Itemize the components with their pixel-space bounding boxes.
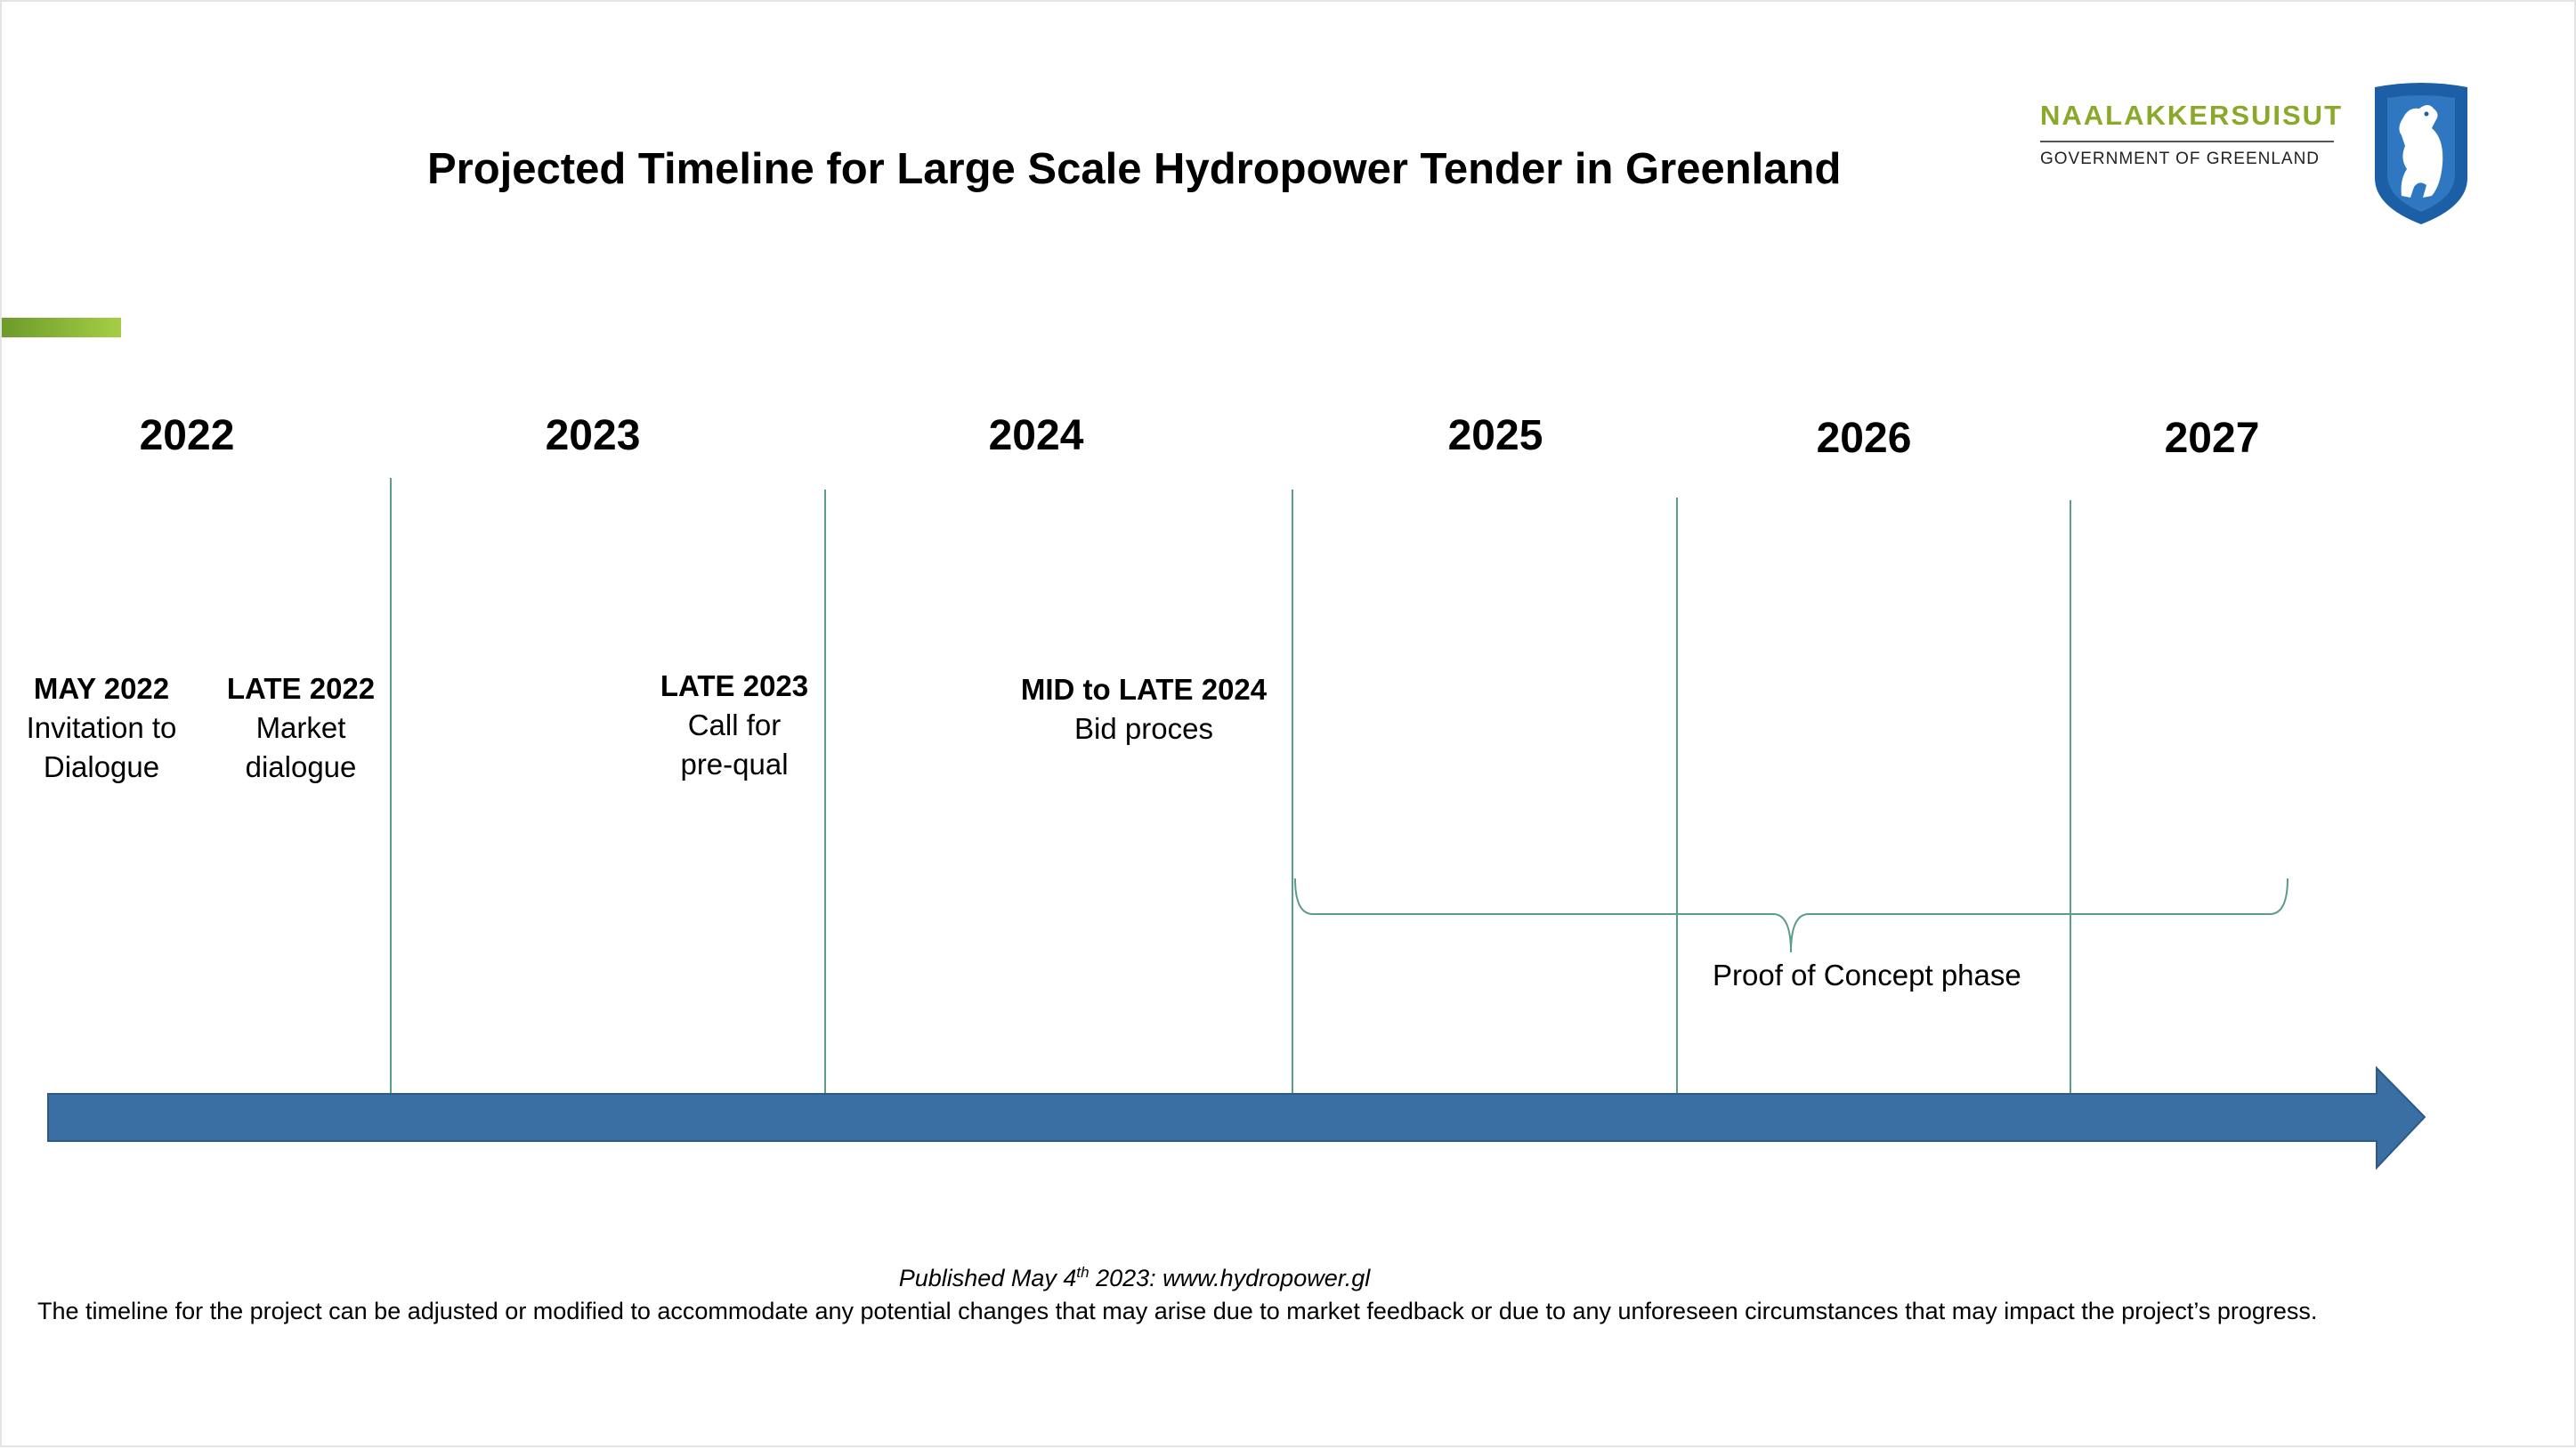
year-label: 2023: [545, 412, 641, 459]
year-label: 2022: [139, 412, 235, 459]
milestone-description: dialogue: [245, 750, 357, 783]
phase-brace: [1294, 878, 2288, 953]
logo-divider: [2040, 141, 2334, 142]
logo-name: NAALAKKERSUISUT: [2040, 100, 2343, 131]
government-logo: NAALAKKERSUISUT GOVERNMENT OF GREENLAND: [2040, 100, 2343, 169]
milestone: MID to LATE 2024 Bid proces: [1021, 670, 1267, 749]
milestone: LATE 2022 Market dialogue: [227, 669, 375, 787]
polar-bear-shield-icon: [2375, 83, 2467, 224]
published-prefix: Published May 4: [898, 1265, 1077, 1291]
published-suffix: 2023: www.hydropower.gl: [1089, 1265, 1371, 1291]
milestone-date: MID to LATE 2024: [1020, 673, 1268, 706]
milestone-description: Dialogue: [43, 750, 160, 783]
milestone-date: MAY 2022: [33, 672, 170, 705]
year-label: 2024: [988, 412, 1084, 459]
milestone-description: Bid proces: [1074, 712, 1213, 745]
year-label: 2025: [1447, 412, 1543, 459]
slide-title: Projected Timeline for Large Scale Hydro…: [427, 145, 1842, 193]
milestone-description: Call for: [687, 708, 782, 741]
published-note: Published May 4th 2023: www.hydropower.g…: [2, 1264, 2267, 1292]
milestone-date: LATE 2023: [660, 669, 809, 702]
milestone: LATE 2023 Call for pre-qual: [660, 667, 808, 784]
milestone-date: LATE 2022: [226, 672, 376, 705]
year-label: 2027: [2164, 415, 2260, 462]
year-label: 2026: [1816, 415, 1912, 462]
milestone-description: pre-qual: [680, 748, 789, 781]
logo-subtitle: GOVERNMENT OF GREENLAND: [2040, 150, 2321, 168]
milestone-description: Invitation to: [26, 711, 177, 744]
phase-label: Proof of Concept phase: [1713, 959, 2021, 992]
milestone-description: Market: [255, 711, 346, 744]
disclaimer-text: The timeline for the project can be adju…: [37, 1298, 2318, 1324]
published-superscript: th: [1076, 1264, 1090, 1281]
accent-bar: [2, 318, 121, 337]
timeline-arrow: [47, 1065, 2426, 1170]
milestone: MAY 2022 Invitation to Dialogue: [27, 669, 177, 787]
